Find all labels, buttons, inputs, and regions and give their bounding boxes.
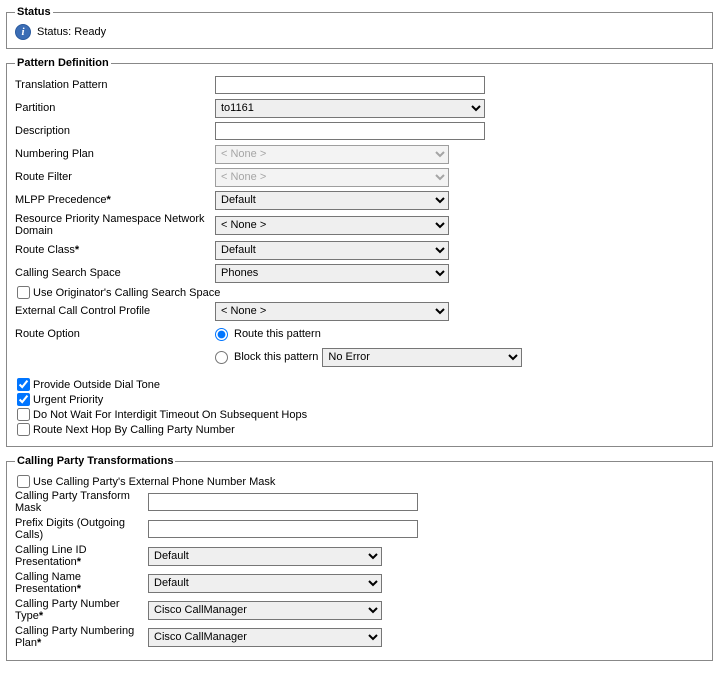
name-presentation-label: Calling Name Presentation (15, 571, 148, 595)
rpnnd-select[interactable]: < None > (215, 216, 449, 235)
prefix-digits-input[interactable] (148, 520, 418, 538)
urgent-priority-label: Urgent Priority (33, 394, 103, 406)
eccp-label: External Call Control Profile (15, 305, 215, 317)
no-wait-interdigit-label: Do Not Wait For Interdigit Timeout On Su… (33, 409, 307, 421)
route-option-label: Route Option (15, 328, 215, 340)
number-type-label: Calling Party Number Type (15, 598, 148, 622)
eccp-select[interactable]: < None > (215, 302, 449, 321)
status-fieldset: Status i Status: Ready (6, 6, 713, 49)
pattern-definition-fieldset: Pattern Definition Translation Pattern P… (6, 57, 713, 447)
provide-dial-tone-label: Provide Outside Dial Tone (33, 379, 160, 391)
block-reason-select[interactable]: No Error (322, 348, 522, 367)
use-orig-css-checkbox[interactable] (17, 286, 30, 299)
route-this-pattern-label: Route this pattern (234, 328, 321, 340)
description-input[interactable] (215, 122, 485, 140)
route-this-pattern-radio[interactable] (215, 328, 228, 341)
block-this-pattern-radio[interactable] (215, 351, 228, 364)
partition-select[interactable]: to1161 (215, 99, 485, 118)
use-external-mask-label: Use Calling Party's External Phone Numbe… (33, 476, 275, 488)
info-icon: i (15, 24, 31, 40)
name-presentation-select[interactable]: Default (148, 574, 382, 593)
translation-pattern-label: Translation Pattern (15, 79, 215, 91)
numbering-plan-cp-label: Calling Party Numbering Plan (15, 625, 148, 649)
css-select[interactable]: Phones (215, 264, 449, 283)
route-next-hop-checkbox[interactable] (17, 423, 30, 436)
urgent-priority-checkbox[interactable] (17, 393, 30, 406)
line-id-presentation-label: Calling Line ID Presentation (15, 544, 148, 568)
translation-pattern-input[interactable] (215, 76, 485, 94)
number-type-select[interactable]: Cisco CallManager (148, 601, 382, 620)
calling-party-fieldset: Calling Party Transformations Use Callin… (6, 455, 713, 661)
numbering-plan-select[interactable]: < None > (215, 145, 449, 164)
numbering-plan-label: Numbering Plan (15, 148, 215, 160)
css-label: Calling Search Space (15, 267, 215, 279)
calling-party-legend: Calling Party Transformations (15, 455, 175, 467)
description-label: Description (15, 125, 215, 137)
route-filter-label: Route Filter (15, 171, 215, 183)
line-id-presentation-select[interactable]: Default (148, 547, 382, 566)
no-wait-interdigit-checkbox[interactable] (17, 408, 30, 421)
route-class-label: Route Class (15, 244, 215, 256)
pattern-definition-legend: Pattern Definition (15, 57, 111, 69)
mlpp-label: MLPP Precedence (15, 194, 215, 206)
use-external-mask-checkbox[interactable] (17, 475, 30, 488)
route-class-select[interactable]: Default (215, 241, 449, 260)
rpnnd-label: Resource Priority Namespace Network Doma… (15, 213, 215, 237)
status-legend: Status (15, 6, 53, 18)
transform-mask-input[interactable] (148, 493, 418, 511)
numbering-plan-cp-select[interactable]: Cisco CallManager (148, 628, 382, 647)
partition-label: Partition (15, 102, 215, 114)
block-this-pattern-label: Block this pattern (234, 351, 318, 363)
mlpp-select[interactable]: Default (215, 191, 449, 210)
status-row: i Status: Ready (15, 24, 704, 40)
route-next-hop-label: Route Next Hop By Calling Party Number (33, 424, 235, 436)
use-orig-css-label: Use Originator's Calling Search Space (33, 287, 220, 299)
status-text: Status: Ready (37, 26, 106, 38)
provide-dial-tone-checkbox[interactable] (17, 378, 30, 391)
transform-mask-label: Calling Party Transform Mask (15, 490, 148, 514)
route-filter-select[interactable]: < None > (215, 168, 449, 187)
